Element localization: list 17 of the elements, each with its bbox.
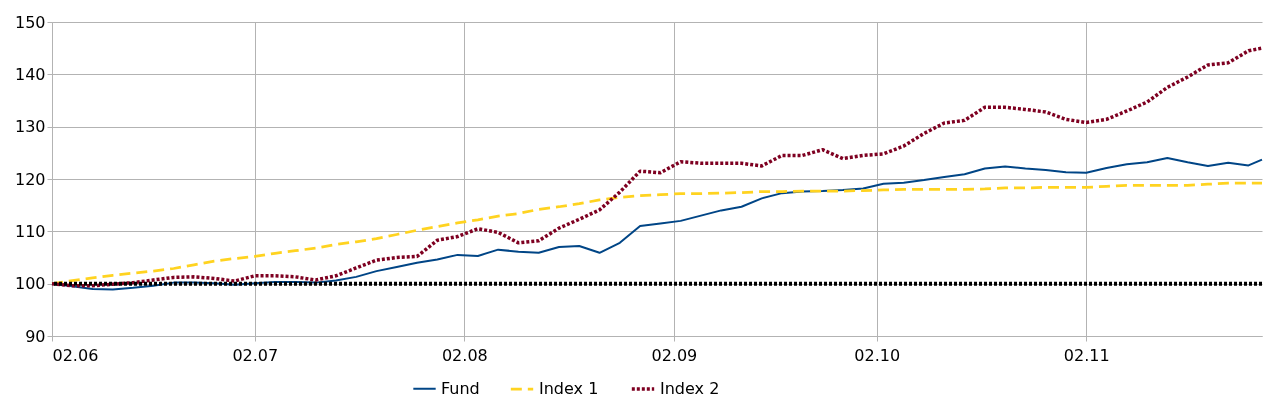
x-tick-label: 02.11 (1063, 345, 1110, 365)
x-tick-label: 02.07 (232, 345, 279, 365)
x-tick-label: 02.08 (441, 345, 488, 365)
legend-label: Fund (441, 378, 480, 398)
x-tick-label: 02.09 (651, 345, 698, 365)
x-tick-label: 02.10 (854, 345, 901, 365)
line-series (50, 46, 1264, 288)
legend-label: Index 2 (660, 379, 720, 398)
y-tick-label: 150 (14, 12, 46, 32)
y-tick-label: 130 (14, 117, 46, 137)
y-tick-label: 100 (14, 274, 46, 294)
legend-label: Index 1 (539, 379, 599, 398)
x-tick-label: 02.06 (52, 345, 99, 365)
y-tick-label: 90 (25, 326, 46, 346)
y-tick-label: 110 (14, 221, 46, 241)
y-tick-label: 140 (14, 64, 46, 84)
y-tick-label: 120 (14, 169, 46, 189)
